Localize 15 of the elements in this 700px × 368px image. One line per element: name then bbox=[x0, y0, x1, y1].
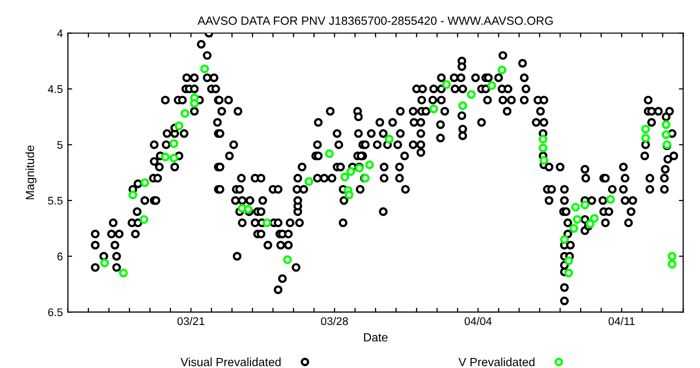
x-tick-label: 03/21 bbox=[177, 316, 204, 326]
x-axis-title: Date bbox=[364, 333, 388, 342]
y-tick-label: 5.5 bbox=[48, 196, 63, 205]
y-tick-label: 4 bbox=[57, 30, 63, 38]
x-tick-label: 04/11 bbox=[608, 316, 635, 326]
x-tick-label: 04/04 bbox=[464, 316, 492, 326]
y-tick-label: 4.5 bbox=[48, 85, 63, 94]
x-tick-label: 03/28 bbox=[321, 316, 348, 326]
chart-title: AAVSO DATA FOR PNV J18365700-2855420 - WWW.AAVSO.ORG bbox=[198, 16, 553, 25]
y-tick-label: 6 bbox=[57, 252, 63, 260]
y-axis-title: Magnitude bbox=[25, 146, 36, 200]
legend-label: V Prevalidated bbox=[458, 358, 534, 366]
legend-label: Visual Prevalidated bbox=[180, 358, 281, 366]
y-tick-label: 6.5 bbox=[48, 308, 63, 316]
y-tick-label: 5 bbox=[57, 141, 63, 149]
